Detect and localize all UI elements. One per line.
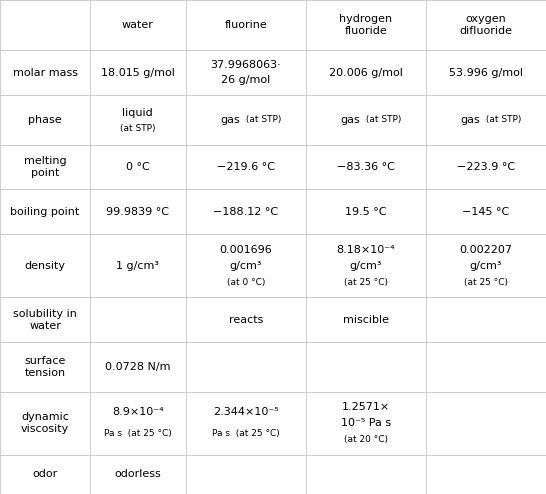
Text: reacts: reacts — [229, 315, 263, 325]
Text: fluorine: fluorine — [224, 20, 267, 30]
Text: miscible: miscible — [343, 315, 389, 325]
Text: −188.12 °C: −188.12 °C — [213, 207, 278, 217]
Text: (at STP): (at STP) — [120, 124, 156, 133]
Text: Pa s  (at 25 °C): Pa s (at 25 °C) — [212, 429, 280, 438]
Text: gas: gas — [341, 115, 360, 125]
Text: liquid: liquid — [122, 107, 153, 117]
Text: 19.5 °C: 19.5 °C — [345, 207, 387, 217]
Text: melting
point: melting point — [23, 156, 67, 178]
Text: (at STP): (at STP) — [483, 116, 521, 124]
Text: 8.18×10⁻⁴: 8.18×10⁻⁴ — [336, 245, 395, 255]
Text: Pa s  (at 25 °C): Pa s (at 25 °C) — [104, 429, 172, 438]
Text: 20.006 g/mol: 20.006 g/mol — [329, 68, 403, 78]
Text: liquid: liquid — [122, 108, 153, 118]
Text: 1 g/cm³: 1 g/cm³ — [116, 261, 159, 271]
Text: 99.9839 °C: 99.9839 °C — [106, 207, 169, 217]
Text: g/cm³: g/cm³ — [229, 261, 262, 271]
Text: 8.9×10⁻⁴: 8.9×10⁻⁴ — [112, 408, 164, 417]
Text: molar mass: molar mass — [13, 68, 78, 78]
Text: solubility in
water: solubility in water — [13, 309, 77, 330]
Text: −145 °C: −145 °C — [462, 207, 509, 217]
Text: 0.002207: 0.002207 — [459, 245, 513, 255]
Text: 37.9968063·: 37.9968063· — [210, 60, 281, 70]
Text: odor: odor — [32, 469, 58, 479]
Text: phase: phase — [28, 115, 62, 125]
Text: (at STP): (at STP) — [243, 116, 281, 124]
Text: gas: gas — [221, 115, 240, 125]
Text: 10⁻⁵ Pa s: 10⁻⁵ Pa s — [341, 418, 391, 428]
Text: 0 °C: 0 °C — [126, 162, 150, 172]
Text: surface
tension: surface tension — [25, 356, 66, 378]
Text: (at STP): (at STP) — [120, 124, 156, 133]
Text: −83.36 °C: −83.36 °C — [337, 162, 395, 172]
Text: boiling point: boiling point — [10, 207, 80, 217]
Text: (at 25 °C): (at 25 °C) — [344, 278, 388, 287]
Text: 2.344×10⁻⁵: 2.344×10⁻⁵ — [213, 408, 278, 417]
Text: 0.0728 N/m: 0.0728 N/m — [105, 362, 170, 372]
Text: g/cm³: g/cm³ — [349, 261, 382, 271]
Text: water: water — [122, 20, 154, 30]
Text: gas: gas — [461, 115, 480, 125]
Text: odorless: odorless — [115, 469, 161, 479]
Text: dynamic
viscosity: dynamic viscosity — [21, 412, 69, 434]
Text: g/cm³: g/cm³ — [470, 261, 502, 271]
Text: hydrogen
fluoride: hydrogen fluoride — [339, 14, 393, 36]
Text: (at 0 °C): (at 0 °C) — [227, 278, 265, 287]
Text: (at STP): (at STP) — [363, 116, 401, 124]
Text: (at 25 °C): (at 25 °C) — [464, 278, 508, 287]
Text: 18.015 g/mol: 18.015 g/mol — [101, 68, 175, 78]
Text: 26 g/mol: 26 g/mol — [221, 76, 270, 85]
Text: oxygen
difluoride: oxygen difluoride — [459, 14, 513, 36]
Text: 0.001696: 0.001696 — [219, 245, 272, 255]
Text: 53.996 g/mol: 53.996 g/mol — [449, 68, 523, 78]
Text: density: density — [25, 261, 66, 271]
Text: (at 20 °C): (at 20 °C) — [344, 435, 388, 444]
Text: −223.9 °C: −223.9 °C — [457, 162, 515, 172]
Text: −219.6 °C: −219.6 °C — [217, 162, 275, 172]
Text: 1.2571×: 1.2571× — [342, 402, 390, 412]
